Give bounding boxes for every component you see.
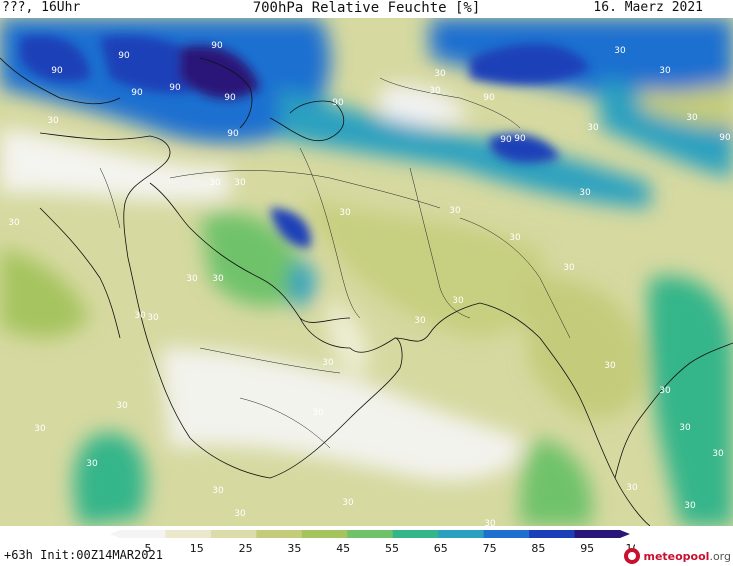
colorbar-swatch — [529, 530, 576, 538]
contour-label: 30 — [47, 116, 59, 126]
meteopool-logo[interactable]: meteopool.org — [624, 548, 731, 564]
contour-label: 30 — [234, 178, 246, 188]
humidity-field — [0, 18, 733, 526]
colorbar-tick-label: 15 — [190, 542, 204, 555]
contour-label: 30 — [429, 86, 441, 96]
colorbar-min-arrow — [110, 530, 120, 538]
contour-label: 30 — [414, 316, 426, 326]
contour-label: 30 — [686, 113, 698, 123]
coastlines-borders — [0, 57, 733, 526]
contour-label: 90 — [211, 41, 223, 51]
colorbar-swatch — [574, 530, 621, 538]
humidity-map: 30 30 30 30 30 30 30 30 30 30 30 30 30 30 30 30 30 30 30 30… — [0, 18, 733, 526]
contour-label: 30 — [312, 408, 324, 418]
colorbar-tick-label: 55 — [385, 542, 399, 555]
colorbar-swatch — [120, 530, 166, 538]
colorbar-swatch — [256, 530, 303, 538]
colorbar-tick-label: 35 — [287, 542, 301, 555]
contour-label: 30 — [34, 424, 46, 434]
contour-labels: 30 30 30 30 30 30 30 30 30 30 30 30 30 30 30 30 30 30 30 30… — [8, 41, 731, 526]
contour-label: 30 — [134, 311, 146, 321]
colorbar-ticks: 5152535455565758595100 — [145, 542, 636, 555]
contour-label: 30 — [659, 386, 671, 396]
contour-label: 30 — [212, 274, 224, 284]
colorbar-tick-label: 45 — [336, 542, 350, 555]
contour-label: 30 — [116, 401, 128, 411]
contour-label: 30 — [679, 423, 691, 433]
colorbar-tick-label: 25 — [239, 542, 253, 555]
colorbar-swatch — [392, 530, 439, 538]
contour-label: 90 — [51, 66, 63, 76]
forecast-time-label: ???, 16Uhr — [2, 0, 81, 15]
contour-label: 90 — [227, 129, 239, 139]
colorbar: 5152535455565758595100 — [110, 530, 636, 555]
contour-label: 30 — [339, 208, 351, 218]
contour-label: 30 — [86, 459, 98, 469]
contour-label: 30 — [684, 501, 696, 511]
contour-label: 30 — [563, 263, 575, 273]
contour-label: 30 — [434, 69, 446, 79]
contour-label: 30 — [449, 206, 461, 216]
contour-label: 30 — [209, 178, 221, 188]
colorbar-swatch — [301, 530, 348, 538]
contour-label: 90 — [514, 134, 526, 144]
contour-label: 30 — [342, 498, 354, 508]
contour-label: 90 — [224, 93, 236, 103]
logo-text: meteopool.org — [643, 549, 731, 563]
contour-label: 30 — [587, 123, 599, 133]
colorbar-max-arrow — [620, 530, 630, 538]
contour-label: 30 — [322, 358, 334, 368]
contour-label: 90 — [719, 133, 731, 143]
contour-label: 30 — [484, 519, 496, 526]
contour-label: 30 — [659, 66, 671, 76]
contour-label: 30 — [604, 361, 616, 371]
colorbar-tick-label: 5 — [145, 542, 152, 555]
contour-label: 30 — [614, 46, 626, 56]
contour-label: 30 — [452, 296, 464, 306]
contour-label: 30 — [234, 509, 246, 519]
colorbar-tick-label: 75 — [483, 542, 497, 555]
colorbar-swatch — [347, 530, 394, 538]
init-time-label: +63h Init:00Z14MAR2021 — [4, 548, 163, 562]
contour-label: 30 — [712, 449, 724, 459]
contour-label: 90 — [500, 135, 512, 145]
colorbar-swatches — [110, 530, 630, 538]
contour-label: 90 — [118, 51, 130, 61]
colorbar-swatch — [483, 530, 530, 538]
colorbar-tick-label: 85 — [531, 542, 545, 555]
contour-label: 30 — [8, 218, 20, 228]
logo-icon — [624, 548, 641, 564]
forecast-date: 16. Maerz 2021 — [593, 0, 703, 15]
map-title: 700hPa Relative Feuchte [%] — [252, 0, 481, 16]
contour-label: 30 — [579, 188, 591, 198]
colorbar-tick-label: 65 — [434, 542, 448, 555]
contour-label: 30 — [509, 233, 521, 243]
contour-label: 30 — [212, 486, 224, 496]
colorbar-swatch — [165, 530, 212, 538]
contour-label: 90 — [332, 98, 344, 108]
contour-label: 90 — [483, 93, 495, 103]
country-borders — [99, 77, 571, 449]
contour-label: 30 — [147, 313, 159, 323]
colorbar-tick-label: 95 — [580, 542, 594, 555]
colorbar-swatch — [210, 530, 257, 538]
contour-label: 90 — [169, 83, 181, 93]
contour-label: 30 — [186, 274, 198, 284]
contour-label: 90 — [131, 88, 143, 98]
contour-label: 30 — [626, 483, 638, 493]
colorbar-swatch — [438, 530, 485, 538]
